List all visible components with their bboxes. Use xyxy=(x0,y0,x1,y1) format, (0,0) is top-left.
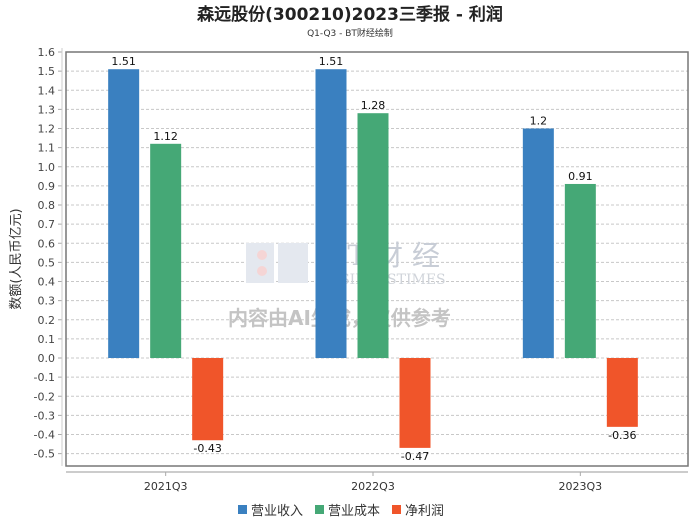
y-tick-label: -0.4 xyxy=(34,429,55,442)
watermark-logo-icon xyxy=(246,243,274,283)
chart-title: 森远股份(300210)2023三季报 - 利润 xyxy=(197,4,503,25)
bars xyxy=(108,69,638,448)
y-tick-label: 0.5 xyxy=(38,256,56,269)
data-label: -0.43 xyxy=(193,442,221,455)
watermark-logo-dot-icon xyxy=(257,266,267,276)
y-tick-label: 0.3 xyxy=(38,295,56,308)
y-tick-label: 1.4 xyxy=(38,84,56,97)
data-label: 1.12 xyxy=(153,130,178,143)
legend-swatch-icon xyxy=(315,505,324,514)
data-label: -0.47 xyxy=(401,450,429,463)
legend-label: 净利润 xyxy=(405,504,444,519)
y-tick-label: 0.8 xyxy=(38,199,56,212)
y-tick-label: 1.1 xyxy=(38,142,56,155)
y-tick-label: 1.5 xyxy=(38,65,56,78)
y-tick-label: 0.0 xyxy=(38,352,56,365)
bar xyxy=(564,183,596,358)
data-label: 1.28 xyxy=(361,99,386,112)
y-tick-label: 0.9 xyxy=(38,180,56,193)
bar xyxy=(108,69,140,359)
y-tick-label: 0.1 xyxy=(38,333,56,346)
legend-swatch-icon xyxy=(392,505,401,514)
legend-label: 营业收入 xyxy=(251,504,303,519)
legend-item[interactable]: 营业成本 xyxy=(315,504,380,519)
legend-item[interactable]: 营业收入 xyxy=(238,504,303,519)
y-tick-label: -0.2 xyxy=(34,390,55,403)
data-label: 1.51 xyxy=(111,55,136,68)
y-tick-label: -0.1 xyxy=(34,371,55,384)
plot-frame xyxy=(65,51,689,467)
bar xyxy=(315,69,347,359)
x-tick-label: 2023Q3 xyxy=(559,480,603,493)
legend: 营业收入 营业成本 净利润 xyxy=(238,504,444,519)
data-label: 1.2 xyxy=(530,115,548,128)
chart-subtitle: Q1-Q3 - BT财经绘制 xyxy=(307,27,393,39)
legend-item[interactable]: 净利润 xyxy=(392,504,444,519)
data-label: -0.36 xyxy=(608,429,636,442)
legend-swatch-icon xyxy=(238,505,247,514)
y-tick-label: 1.0 xyxy=(38,161,56,174)
y-tick-label: 0.6 xyxy=(38,237,56,250)
bar xyxy=(606,358,638,427)
y-tick-label: -0.5 xyxy=(34,448,55,461)
x-tick-label: 2022Q3 xyxy=(351,480,395,493)
y-tick-label: 1.6 xyxy=(38,46,56,59)
y-tick-label: 1.3 xyxy=(38,103,56,116)
data-label: 1.51 xyxy=(319,55,344,68)
legend-label: 营业成本 xyxy=(328,504,380,519)
watermark-logo-dot-icon xyxy=(257,250,267,260)
watermark-logo-block-icon xyxy=(278,243,308,283)
y-tick-label: 0.7 xyxy=(38,218,56,231)
y-axis-ticks: 1.6 1.5 1.4 1.3 1.2 1.1 1.0 0.9 0.8 0.7 0.6 0.5 0.4 0… xyxy=(34,46,62,461)
bar xyxy=(399,358,431,448)
x-tick-label: 2021Q3 xyxy=(144,480,188,493)
y-tick-label: 1.2 xyxy=(38,123,56,136)
bar xyxy=(150,143,182,358)
y-tick-label: -0.3 xyxy=(34,409,55,422)
bar xyxy=(357,113,389,358)
y-tick-label: 0.4 xyxy=(38,276,56,289)
y-tick-label: 0.2 xyxy=(38,314,56,327)
x-axis-ticks: 2021Q3 2022Q3 2023Q3 xyxy=(144,472,602,493)
bar xyxy=(522,128,554,358)
bar xyxy=(192,358,224,441)
data-label: 0.91 xyxy=(568,170,593,183)
data-labels: 1.51 1.12 -0.43 1.51 1.28 -0.47 1.2 0.91 -0.36 xyxy=(111,55,636,463)
y-axis-label: 数额(人民币亿元) xyxy=(9,208,24,309)
